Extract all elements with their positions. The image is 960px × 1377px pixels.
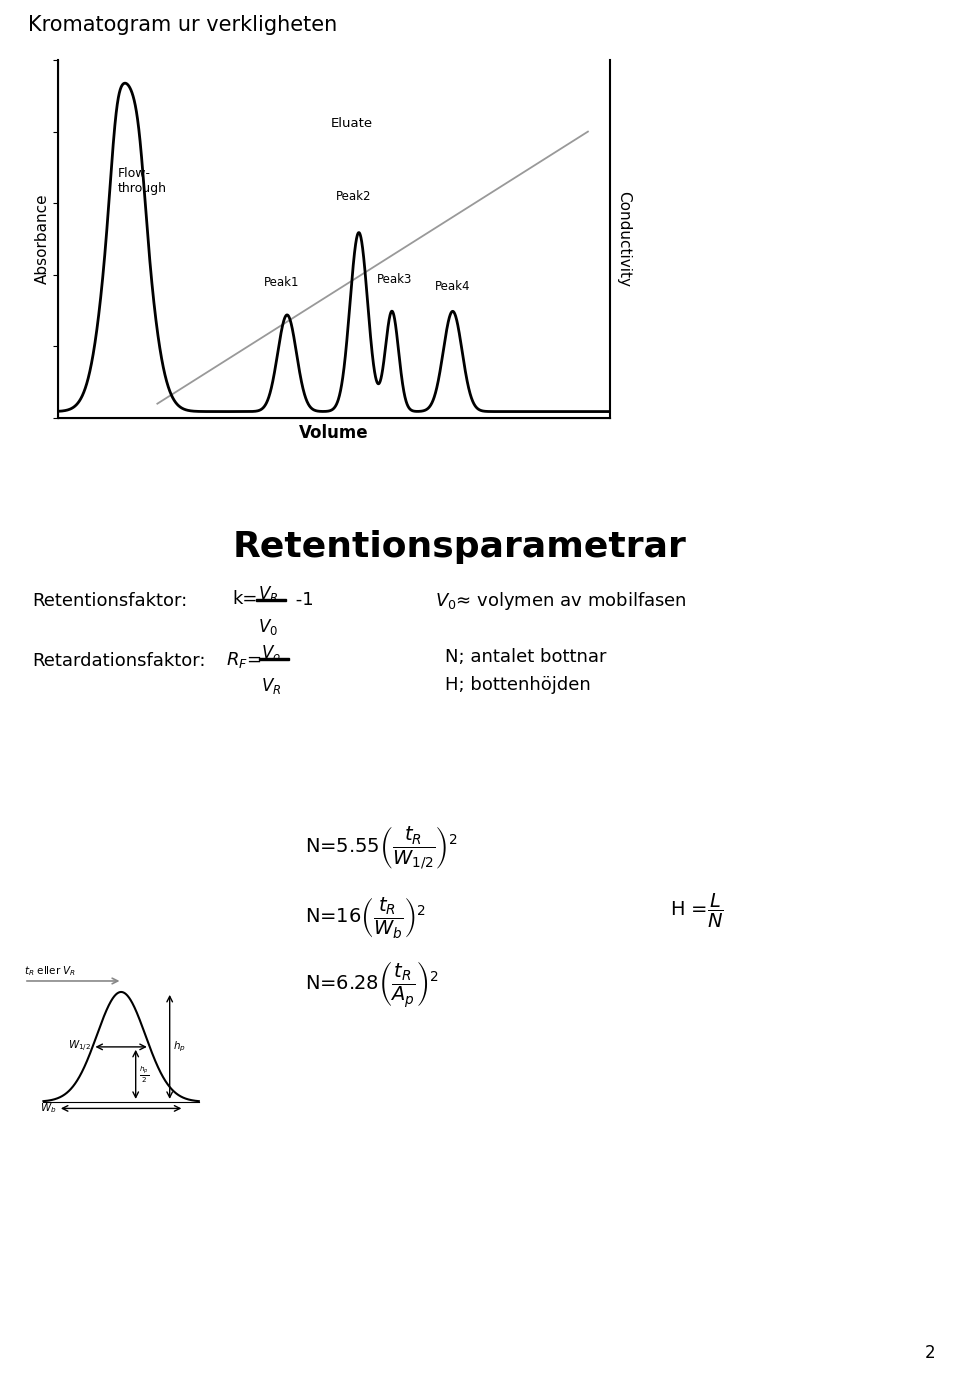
Text: $W_b$: $W_b$: [40, 1102, 57, 1115]
Text: $V_o$: $V_o$: [261, 643, 281, 662]
X-axis label: Volume: Volume: [300, 424, 369, 442]
Text: Peak2: Peak2: [336, 190, 372, 204]
Text: N=6.28$\left(\dfrac{t_R}{A_p}\right)^2$: N=6.28$\left(\dfrac{t_R}{A_p}\right)^2$: [305, 960, 439, 1011]
Text: $V_R$: $V_R$: [261, 676, 281, 695]
Text: $W_{1/2}$: $W_{1/2}$: [68, 1040, 91, 1055]
Text: H; bottenhöjden: H; bottenhöjden: [445, 676, 590, 694]
Text: $t_R$ eller $V_R$: $t_R$ eller $V_R$: [24, 964, 76, 978]
Bar: [259, 658, 289, 660]
Text: -1: -1: [290, 591, 314, 609]
Text: Retentionsfaktor:: Retentionsfaktor:: [32, 592, 187, 610]
Text: Flow-
through: Flow- through: [118, 168, 167, 196]
Y-axis label: Absorbance: Absorbance: [36, 194, 50, 284]
Text: Retentionsparametrar: Retentionsparametrar: [233, 530, 687, 565]
Text: $V_0$≈ volymen av mobilfasen: $V_0$≈ volymen av mobilfasen: [435, 589, 686, 611]
Text: Kromatogram ur verkligheten: Kromatogram ur verkligheten: [28, 15, 337, 34]
Text: 2: 2: [924, 1344, 935, 1362]
Text: Peak1: Peak1: [264, 277, 300, 289]
Text: $R_F$=: $R_F$=: [226, 650, 261, 671]
Text: N=16$\left(\dfrac{t_R}{W_b}\right)^2$: N=16$\left(\dfrac{t_R}{W_b}\right)^2$: [305, 895, 426, 940]
Text: Peak3: Peak3: [377, 273, 413, 285]
Text: N; antalet bottnar: N; antalet bottnar: [445, 649, 607, 666]
Bar: [256, 599, 286, 600]
Text: Peak4: Peak4: [435, 280, 470, 293]
Text: Retardationsfaktor:: Retardationsfaktor:: [32, 651, 205, 671]
Text: $h_p$: $h_p$: [174, 1040, 186, 1055]
Text: $V_0$: $V_0$: [258, 617, 278, 638]
Text: $\frac{h_p}{2}$: $\frac{h_p}{2}$: [138, 1064, 149, 1085]
Text: k=: k=: [232, 589, 257, 609]
Text: H =$\dfrac{L}{N}$: H =$\dfrac{L}{N}$: [670, 892, 724, 929]
Text: Eluate: Eluate: [331, 117, 373, 131]
Text: $V_R$: $V_R$: [258, 584, 278, 605]
Y-axis label: Conductivity: Conductivity: [615, 191, 631, 286]
Text: N=5.55$\left(\dfrac{t_R}{W_{1/2}}\right)^2$: N=5.55$\left(\dfrac{t_R}{W_{1/2}}\right)…: [305, 825, 458, 872]
